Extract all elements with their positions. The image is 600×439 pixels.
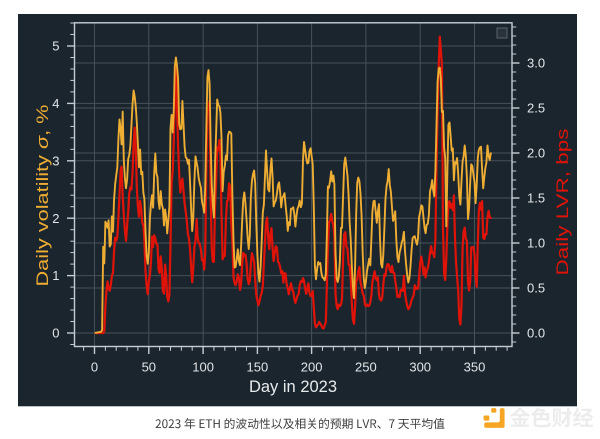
svg-text:0.0: 0.0	[527, 326, 545, 341]
svg-text:1.5: 1.5	[527, 191, 545, 206]
svg-text:2.5: 2.5	[527, 101, 545, 116]
svg-text:3.0: 3.0	[527, 56, 545, 71]
svg-text:0.5: 0.5	[527, 281, 545, 296]
svg-text:300: 300	[409, 360, 431, 375]
svg-text:3: 3	[52, 153, 59, 168]
svg-text:2.0: 2.0	[527, 146, 545, 161]
svg-text:350: 350	[464, 360, 486, 375]
svg-text:200: 200	[301, 360, 323, 375]
svg-text:250: 250	[355, 360, 377, 375]
svg-text:100: 100	[192, 360, 214, 375]
svg-text:4: 4	[52, 96, 59, 111]
svg-text:Daily LVR, bps: Daily LVR, bps	[553, 129, 572, 276]
svg-text:5: 5	[52, 39, 59, 54]
svg-text:0: 0	[52, 326, 59, 341]
svg-text:50: 50	[142, 360, 156, 375]
svg-text:Daily volatility σ, %: Daily volatility σ, %	[33, 105, 52, 287]
svg-text:Day in 2023: Day in 2023	[249, 378, 337, 396]
svg-text:150: 150	[247, 360, 269, 375]
svg-text:1: 1	[52, 268, 59, 283]
svg-text:2: 2	[52, 211, 59, 226]
svg-text:0: 0	[91, 360, 98, 375]
svg-text:1.0: 1.0	[527, 236, 545, 251]
